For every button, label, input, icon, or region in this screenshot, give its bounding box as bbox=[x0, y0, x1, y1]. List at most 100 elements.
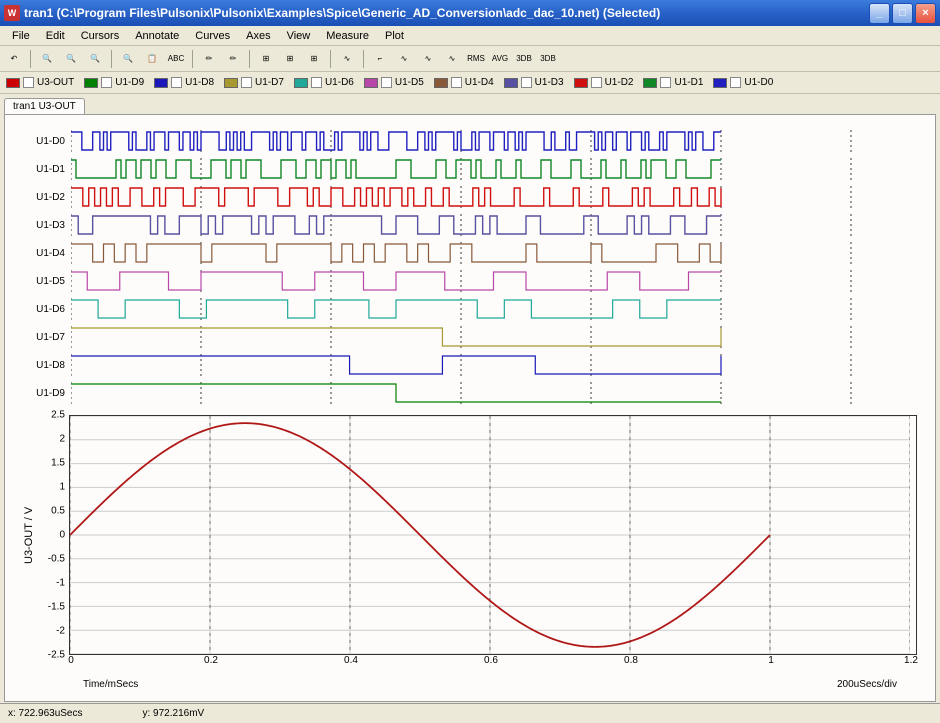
legend-item-U1-D2[interactable]: U1-D2 bbox=[574, 77, 634, 88]
legend-checkbox[interactable] bbox=[23, 77, 34, 88]
toolbar-button-26[interactable]: 3DB bbox=[538, 49, 558, 69]
toolbar-button-8[interactable]: ABC bbox=[166, 49, 186, 69]
menu-curves[interactable]: Curves bbox=[187, 28, 238, 44]
toolbar-button-4[interactable]: 🔍 bbox=[85, 49, 105, 69]
toolbar-separator bbox=[363, 50, 364, 68]
legend-item-U1-D4[interactable]: U1-D4 bbox=[434, 77, 494, 88]
toolbar-button-23[interactable]: RMS bbox=[466, 49, 486, 69]
legend-item-U1-D8[interactable]: U1-D8 bbox=[154, 77, 214, 88]
menubar: FileEditCursorsAnnotateCurvesAxesViewMea… bbox=[0, 26, 940, 46]
x-tick: 1 bbox=[768, 655, 774, 666]
digital-wave bbox=[71, 270, 917, 292]
digital-label: U1-D3 bbox=[23, 220, 71, 231]
toolbar-separator bbox=[111, 50, 112, 68]
toolbar-button-15[interactable]: ⊞ bbox=[304, 49, 324, 69]
legend-checkbox[interactable] bbox=[311, 77, 322, 88]
toolbar-button-7[interactable]: 📋 bbox=[142, 49, 162, 69]
toolbar-button-13[interactable]: ⊞ bbox=[256, 49, 276, 69]
legend-item-U3-OUT[interactable]: U3-OUT bbox=[6, 77, 74, 88]
close-button[interactable]: × bbox=[915, 3, 936, 24]
legend-checkbox[interactable] bbox=[730, 77, 741, 88]
app-icon: W bbox=[4, 5, 20, 21]
toolbar-button-14[interactable]: ⊞ bbox=[280, 49, 300, 69]
y-tick: 2.5 bbox=[51, 410, 65, 421]
toolbar: ↶🔍🔍🔍🔍📋ABC✏✏⊞⊞⊞∿⌐∿∿∿RMSAVG3DB3DB bbox=[0, 46, 940, 72]
legend-swatch-icon bbox=[504, 78, 518, 88]
digital-wave bbox=[71, 214, 917, 236]
menu-axes[interactable]: Axes bbox=[238, 28, 278, 44]
y-tick: 0.5 bbox=[51, 506, 65, 517]
toolbar-button-2[interactable]: 🔍 bbox=[37, 49, 57, 69]
status-x: x: 722.963uSecs bbox=[8, 708, 83, 719]
legend-bar: U3-OUT U1-D9 U1-D8 U1-D7 U1-D6 U1-D5 U1-… bbox=[0, 72, 940, 94]
legend-swatch-icon bbox=[434, 78, 448, 88]
legend-checkbox[interactable] bbox=[591, 77, 602, 88]
legend-swatch-icon bbox=[574, 78, 588, 88]
digital-wave bbox=[71, 326, 917, 348]
toolbar-button-11[interactable]: ✏ bbox=[223, 49, 243, 69]
y-axis-ticks: 2.521.510.50-0.5-1-1.5-2-2.5 bbox=[39, 415, 69, 655]
toolbar-button-17[interactable]: ∿ bbox=[337, 49, 357, 69]
menu-cursors[interactable]: Cursors bbox=[73, 28, 128, 44]
legend-label: U1-D8 bbox=[185, 77, 214, 88]
legend-label: U1-D2 bbox=[605, 77, 634, 88]
toolbar-button-10[interactable]: ✏ bbox=[199, 49, 219, 69]
tab-tran1[interactable]: tran1 U3-OUT bbox=[4, 98, 85, 114]
digital-row-U1-D4: U1-D4 bbox=[23, 239, 917, 267]
legend-item-U1-D9[interactable]: U1-D9 bbox=[84, 77, 144, 88]
toolbar-button-20[interactable]: ∿ bbox=[394, 49, 414, 69]
toolbar-button-3[interactable]: 🔍 bbox=[61, 49, 81, 69]
digital-row-U1-D9: U1-D9 bbox=[23, 379, 917, 407]
status-y: y: 972.216mV bbox=[143, 708, 205, 719]
legend-label: U3-OUT bbox=[37, 77, 74, 88]
toolbar-separator bbox=[30, 50, 31, 68]
y-tick: 1 bbox=[59, 482, 65, 493]
legend-item-U1-D3[interactable]: U1-D3 bbox=[504, 77, 564, 88]
legend-swatch-icon bbox=[294, 78, 308, 88]
legend-item-U1-D6[interactable]: U1-D6 bbox=[294, 77, 354, 88]
menu-view[interactable]: View bbox=[279, 28, 319, 44]
legend-checkbox[interactable] bbox=[171, 77, 182, 88]
x-axis: 00.20.40.60.811.2 bbox=[71, 655, 911, 675]
titlebar: W tran1 (C:\Program Files\Pulsonix\Pulso… bbox=[0, 0, 940, 26]
legend-swatch-icon bbox=[713, 78, 727, 88]
menu-measure[interactable]: Measure bbox=[318, 28, 377, 44]
legend-checkbox[interactable] bbox=[521, 77, 532, 88]
legend-checkbox[interactable] bbox=[660, 77, 671, 88]
digital-label: U1-D2 bbox=[23, 192, 71, 203]
y-tick: 0 bbox=[59, 530, 65, 541]
legend-item-U1-D1[interactable]: U1-D1 bbox=[643, 77, 703, 88]
minimize-button[interactable]: _ bbox=[869, 3, 890, 24]
window-controls: _ □ × bbox=[869, 3, 936, 24]
menu-plot[interactable]: Plot bbox=[377, 28, 412, 44]
toolbar-button-6[interactable]: 🔍 bbox=[118, 49, 138, 69]
axis-labels: Time/mSecs 200uSecs/div bbox=[83, 679, 897, 690]
digital-wave bbox=[71, 130, 917, 152]
toolbar-button-0[interactable]: ↶ bbox=[4, 49, 24, 69]
legend-item-U1-D0[interactable]: U1-D0 bbox=[713, 77, 773, 88]
legend-checkbox[interactable] bbox=[241, 77, 252, 88]
toolbar-button-24[interactable]: AVG bbox=[490, 49, 510, 69]
legend-checkbox[interactable] bbox=[381, 77, 392, 88]
legend-label: U1-D7 bbox=[255, 77, 284, 88]
x-tick: 1.2 bbox=[904, 655, 918, 666]
maximize-button[interactable]: □ bbox=[892, 3, 913, 24]
menu-edit[interactable]: Edit bbox=[38, 28, 73, 44]
toolbar-button-21[interactable]: ∿ bbox=[418, 49, 438, 69]
toolbar-button-19[interactable]: ⌐ bbox=[370, 49, 390, 69]
legend-checkbox[interactable] bbox=[101, 77, 112, 88]
menu-file[interactable]: File bbox=[4, 28, 38, 44]
digital-row-U1-D2: U1-D2 bbox=[23, 183, 917, 211]
statusbar: x: 722.963uSecs y: 972.216mV bbox=[0, 703, 940, 723]
toolbar-button-25[interactable]: 3DB bbox=[514, 49, 534, 69]
legend-item-U1-D7[interactable]: U1-D7 bbox=[224, 77, 284, 88]
time-scale-label: 200uSecs/div bbox=[837, 679, 897, 690]
digital-label: U1-D9 bbox=[23, 388, 71, 399]
menu-annotate[interactable]: Annotate bbox=[127, 28, 187, 44]
legend-label: U1-D9 bbox=[115, 77, 144, 88]
tab-bar: tran1 U3-OUT bbox=[0, 94, 940, 114]
digital-wave bbox=[71, 298, 917, 320]
legend-item-U1-D5[interactable]: U1-D5 bbox=[364, 77, 424, 88]
toolbar-button-22[interactable]: ∿ bbox=[442, 49, 462, 69]
legend-checkbox[interactable] bbox=[451, 77, 462, 88]
